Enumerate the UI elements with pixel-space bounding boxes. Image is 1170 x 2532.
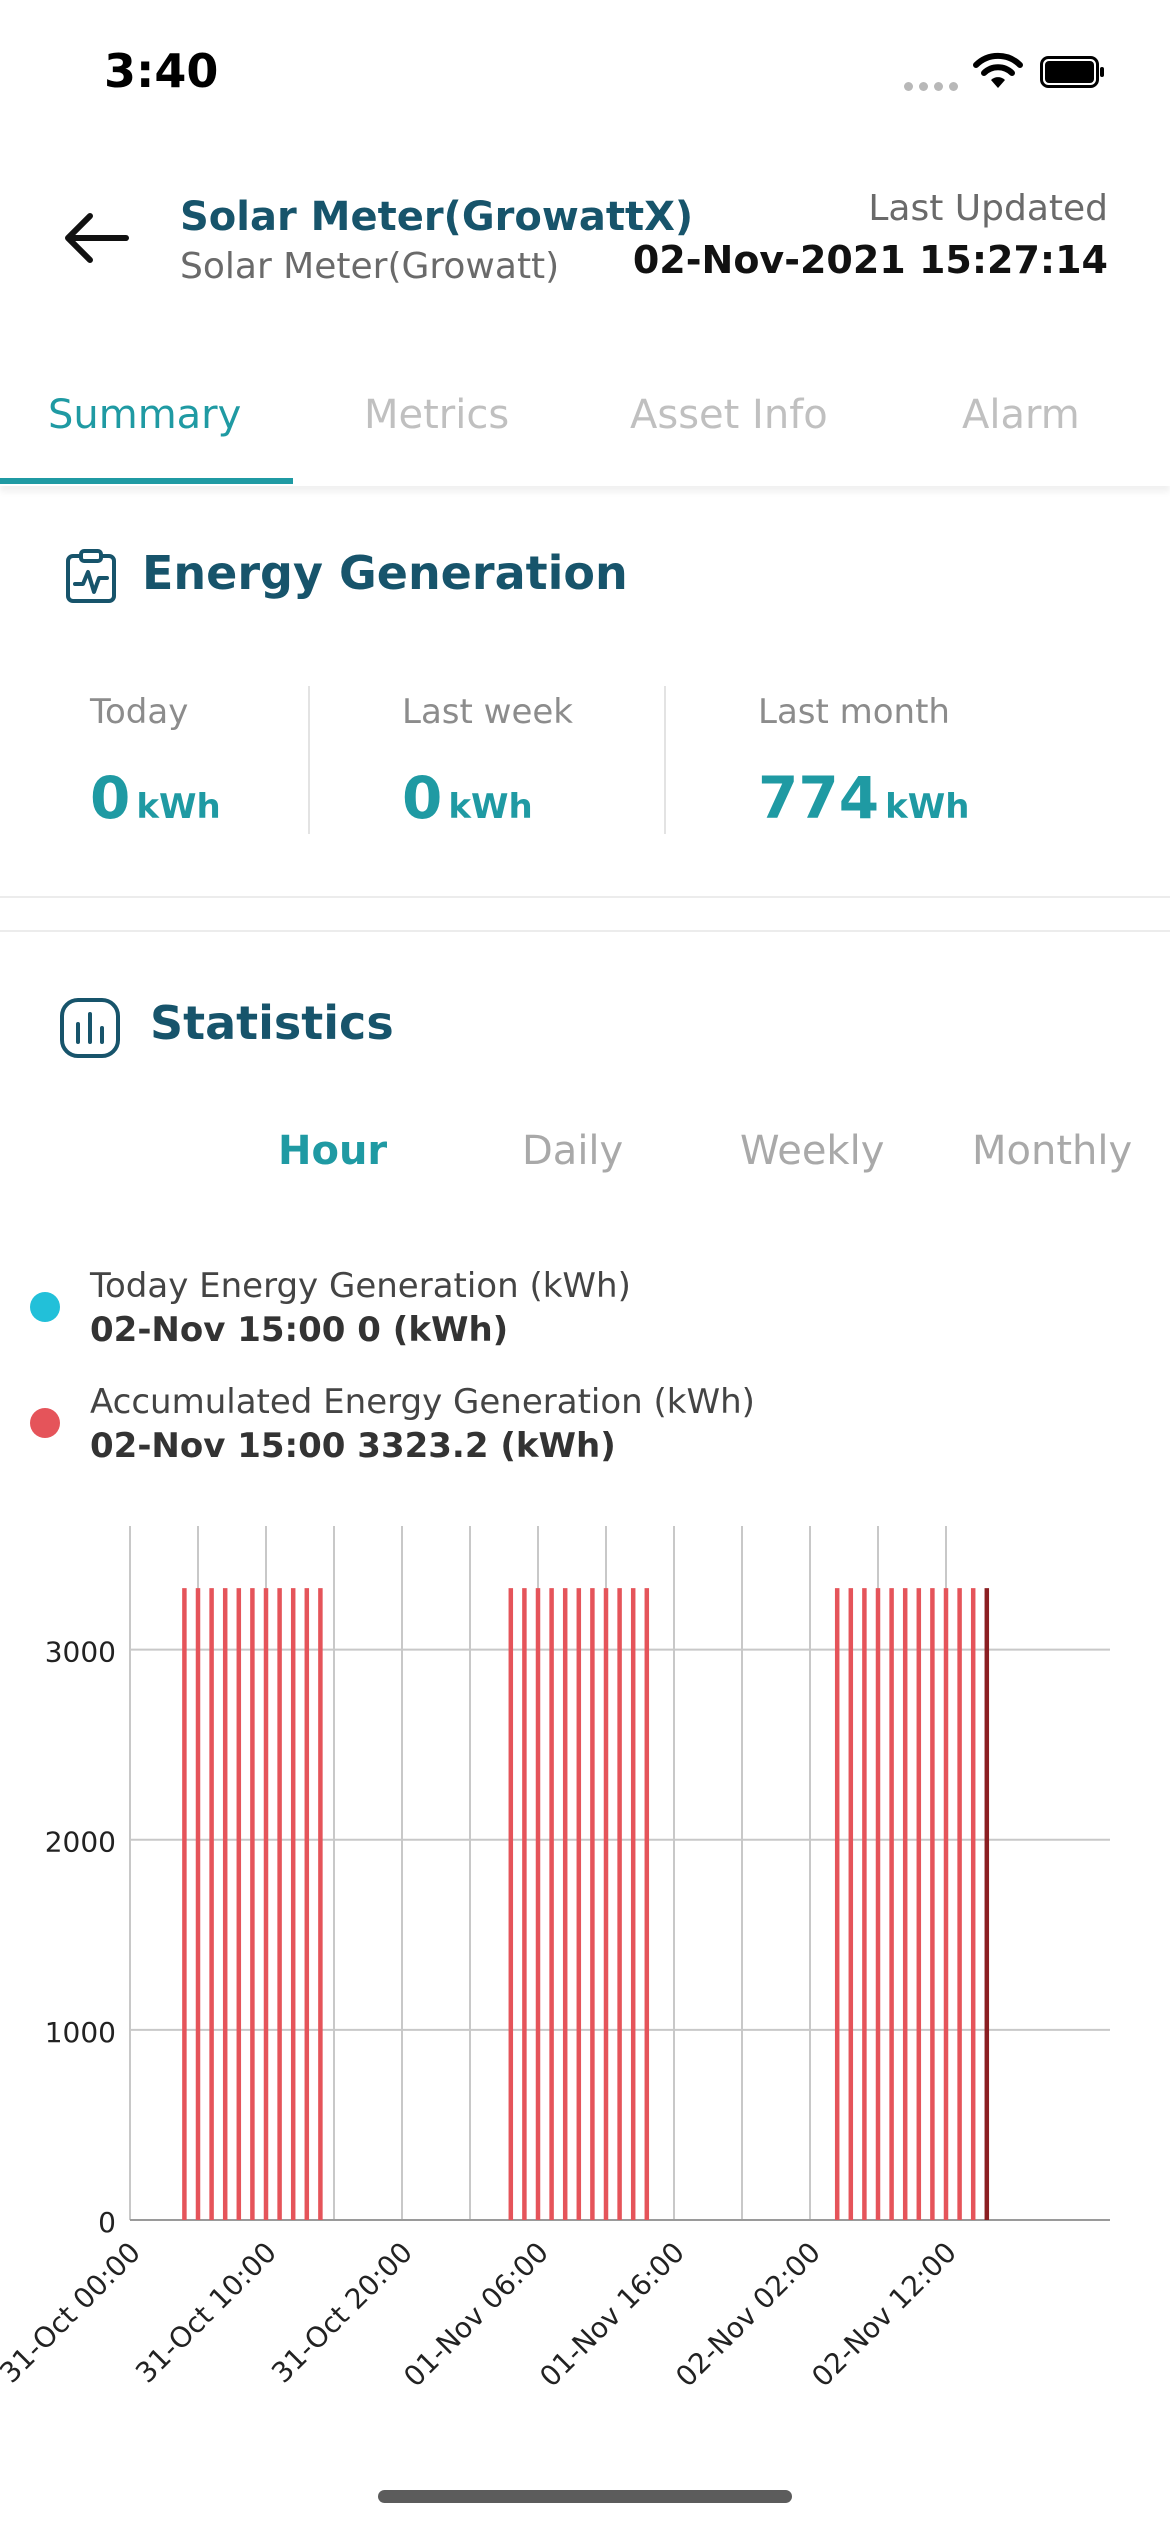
legend-accumulated-name: Accumulated Energy Generation (kWh) — [90, 1382, 755, 1422]
bar — [562, 1588, 568, 2220]
status-time: 3:40 — [104, 44, 219, 98]
bar — [549, 1588, 554, 2220]
period-daily[interactable]: Daily — [522, 1128, 624, 1174]
bar — [862, 1588, 867, 2220]
bar — [848, 1588, 854, 2220]
back-arrow-icon[interactable] — [60, 210, 132, 266]
x-tick-label: 01-Nov 16:00 — [533, 2236, 691, 2394]
bar — [195, 1588, 201, 2220]
bar — [957, 1588, 962, 2220]
x-tick-label: 01-Nov 06:00 — [397, 2236, 555, 2394]
y-tick-label: 1000 — [45, 2016, 116, 2049]
page-title: Solar Meter(GrowattX) — [180, 194, 694, 240]
bar — [617, 1588, 622, 2220]
status-bar: 3:40 — [0, 0, 1170, 150]
x-tick-label: 02-Nov 12:00 — [805, 2236, 963, 2394]
bar — [263, 1588, 269, 2220]
bar — [630, 1588, 636, 2220]
tab-metrics[interactable]: Metrics — [364, 392, 510, 438]
stat-today-label: Today — [90, 692, 189, 732]
legend-dot-accumulated — [30, 1408, 60, 1438]
bar — [834, 1588, 840, 2220]
bar — [250, 1588, 255, 2220]
bar — [304, 1588, 310, 2220]
bar — [522, 1588, 527, 2220]
last-updated-label: Last Updated — [868, 188, 1108, 229]
stat-last-week-label: Last week — [402, 692, 573, 732]
bar — [930, 1588, 935, 2220]
clipboard-chart-icon — [66, 549, 116, 603]
tab-bar: Summary Metrics Asset Info Alarm — [0, 360, 1170, 486]
bar — [535, 1588, 541, 2220]
bar — [277, 1588, 282, 2220]
stat-today-value: 0 kWh — [90, 764, 221, 832]
bar — [943, 1588, 949, 2220]
wifi-icon — [973, 52, 1023, 88]
bar — [182, 1588, 187, 2220]
stat-separator — [664, 686, 666, 834]
stat-last-month-value: 774 kWh — [758, 764, 970, 832]
legend-dot-today — [30, 1292, 60, 1322]
bar — [889, 1588, 894, 2220]
stat-separator — [308, 686, 310, 834]
bar — [875, 1588, 881, 2220]
x-tick-label: 31-Oct 10:00 — [129, 2236, 283, 2390]
x-tick-label: 31-Oct 00:00 — [0, 2236, 147, 2390]
page-subtitle: Solar Meter(Growatt) — [180, 246, 560, 287]
header: Solar Meter(GrowattX) Solar Meter(Growat… — [0, 150, 1170, 340]
bar — [916, 1588, 922, 2220]
bar — [209, 1588, 214, 2220]
active-tab-indicator — [0, 478, 293, 484]
bar — [576, 1588, 582, 2220]
legend-today-name: Today Energy Generation (kWh) — [90, 1266, 631, 1306]
battery-icon — [1040, 56, 1104, 88]
bar — [318, 1588, 323, 2220]
y-tick-label: 2000 — [45, 1826, 116, 1859]
statistics-title: Statistics — [150, 996, 394, 1050]
last-updated-value: 02-Nov-2021 15:27:14 — [632, 238, 1108, 282]
bar — [970, 1588, 976, 2220]
x-tick-label: 02-Nov 02:00 — [669, 2236, 827, 2394]
period-hour[interactable]: Hour — [278, 1128, 388, 1174]
bar-chart-icon — [60, 998, 120, 1058]
cellular-signal-icon — [904, 82, 958, 91]
stat-last-week-value: 0 kWh — [402, 764, 533, 832]
tab-asset-info[interactable]: Asset Info — [630, 392, 828, 438]
bar — [644, 1588, 650, 2220]
bar — [984, 1588, 990, 2220]
bar — [902, 1588, 908, 2220]
tab-summary[interactable]: Summary — [48, 392, 242, 438]
stat-last-month-label: Last month — [758, 692, 950, 732]
section-divider — [0, 896, 1170, 898]
bar — [290, 1588, 296, 2220]
period-monthly[interactable]: Monthly — [972, 1128, 1133, 1174]
legend-today-value: 02-Nov 15:00 0 (kWh) — [90, 1310, 509, 1350]
energy-generation-title: Energy Generation — [142, 546, 628, 600]
bar — [222, 1588, 228, 2220]
tab-alarm[interactable]: Alarm — [962, 392, 1080, 438]
y-tick-label: 3000 — [45, 1636, 116, 1669]
bar — [603, 1588, 609, 2220]
bar — [590, 1588, 595, 2220]
section-divider — [0, 930, 1170, 932]
period-weekly[interactable]: Weekly — [740, 1128, 885, 1174]
y-tick-label: 0 — [98, 2206, 116, 2239]
home-indicator — [378, 2490, 792, 2503]
bar — [236, 1588, 242, 2220]
legend-accumulated-value: 02-Nov 15:00 3323.2 (kWh) — [90, 1426, 616, 1466]
bar — [508, 1588, 514, 2220]
x-tick-label: 31-Oct 20:00 — [265, 2236, 419, 2390]
